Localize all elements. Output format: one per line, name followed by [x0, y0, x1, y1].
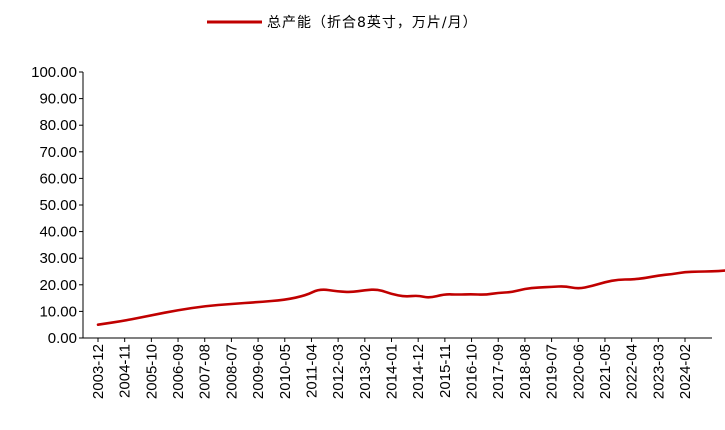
x-tick-label: 2016-10 — [464, 344, 481, 399]
x-tick-label: 2019-07 — [544, 344, 561, 399]
y-tick-label: 90.00 — [39, 91, 77, 108]
x-axis: 2003-12 2004-11 2005-10 2006-09 2007-08 2008-… — [83, 337, 712, 399]
y-tick-label: 40.00 — [39, 224, 77, 241]
y-tick-label: 10.00 — [39, 303, 77, 320]
x-tick-label: 2020-06 — [570, 344, 587, 399]
x-tick-label: 2014-01 — [384, 344, 401, 399]
x-tick-label: 2014-12 — [410, 344, 427, 399]
y-tick-label: 80.00 — [39, 117, 77, 134]
y-axis: 0.00 10.00 20.00 30.00 40.00 50.00 60.00 70.00 8… — [31, 64, 84, 347]
x-tick-label: 2009-06 — [250, 344, 267, 399]
legend: 总产能（折合8英寸，万片/月） — [207, 14, 478, 31]
x-tick-label: 2012-03 — [330, 344, 347, 399]
y-tick-label: 50.00 — [39, 197, 77, 214]
legend-label: 总产能（折合8英寸，万片/月） — [267, 14, 478, 31]
x-tick-label: 2006-09 — [170, 344, 187, 399]
x-tick-label: 2024-02 — [677, 344, 694, 399]
x-tick-label: 2005-10 — [143, 344, 160, 399]
series-line-0 — [96, 269, 725, 326]
x-tick-label: 2022-04 — [624, 344, 641, 399]
x-tick-label: 2015-11 — [437, 344, 454, 398]
y-tick-label: 70.00 — [39, 144, 77, 161]
x-tick-label: 2017-09 — [490, 344, 507, 399]
y-tick-label: 100.00 — [31, 64, 77, 81]
x-tick-label: 2011-04 — [303, 344, 320, 398]
x-tick-label: 2018-08 — [517, 344, 534, 399]
x-tick-label: 2013-02 — [357, 344, 374, 399]
x-tick-label: 2007-08 — [197, 344, 214, 399]
y-tick-label: 0.00 — [48, 330, 77, 347]
x-tick-label: 2008-07 — [223, 344, 240, 399]
x-tick-label: 2023-03 — [650, 344, 667, 399]
series-layer — [96, 269, 725, 326]
x-tick-label: 2004-11 — [117, 344, 134, 398]
x-tick-label: 2021-05 — [597, 344, 614, 399]
y-tick-label: 30.00 — [39, 250, 77, 267]
x-tick-label: 2003-12 — [90, 344, 107, 399]
y-tick-label: 60.00 — [39, 170, 77, 187]
x-tick-label: 2010-05 — [277, 344, 294, 399]
y-tick-label: 20.00 — [39, 277, 77, 294]
